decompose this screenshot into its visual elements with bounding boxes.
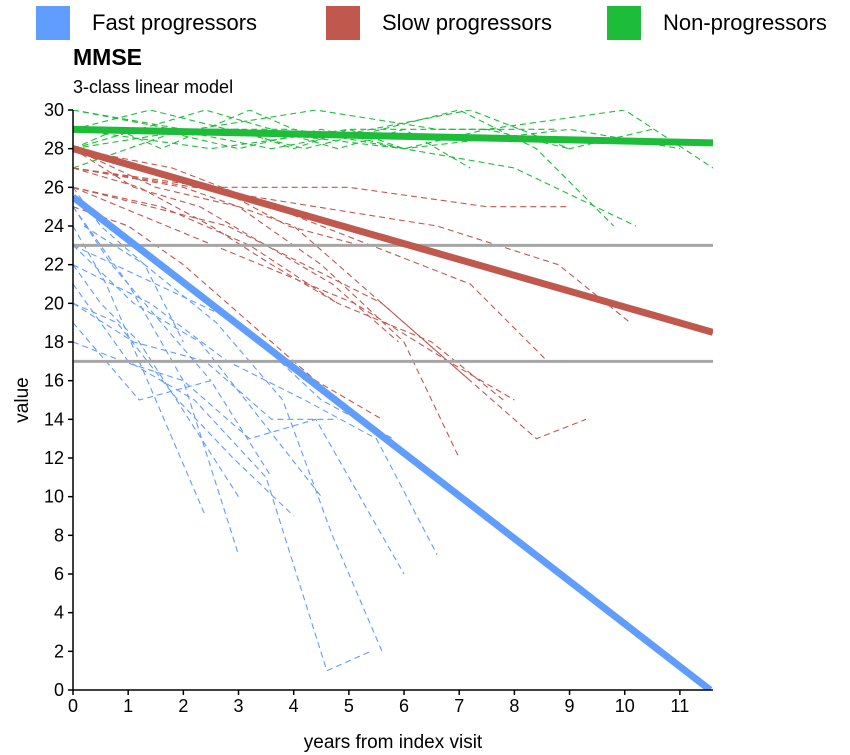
trajectory-line: [73, 110, 713, 169]
trajectory-line: [73, 244, 322, 498]
legend: Fast progressors Slow progressors Non-pr…: [0, 6, 850, 40]
x-tick-label: 10: [615, 696, 635, 716]
chart-subtitle: 3-class linear model: [73, 77, 234, 97]
y-tick-label: 28: [44, 139, 64, 159]
trajectory-line: [73, 341, 405, 575]
trajectories-fast: [73, 186, 438, 672]
x-tick-label: 2: [178, 696, 188, 716]
y-tick-label: 26: [44, 177, 64, 197]
legend-swatch-non: [607, 6, 641, 40]
y-tick-label: 0: [54, 680, 64, 700]
trajectory-line: [73, 283, 372, 672]
y-tick-label: 10: [44, 487, 64, 507]
x-tick-label: 4: [289, 696, 299, 716]
y-tick-label: 20: [44, 293, 64, 313]
trajectory-line: [73, 264, 239, 497]
trajectory-line: [73, 148, 548, 362]
legend-item-slow: Slow progressors: [326, 6, 552, 40]
y-tick-label: 4: [54, 603, 64, 623]
y-tick-label: 6: [54, 564, 64, 584]
legend-swatch-fast: [36, 6, 70, 40]
trajectory-line: [73, 148, 361, 246]
trajectory-line: [83, 225, 383, 652]
legend-item-fast: Fast progressors: [36, 6, 257, 40]
x-tick-label: 7: [454, 696, 464, 716]
y-tick-label: 8: [54, 525, 64, 545]
x-axis-title: years from index visit: [304, 732, 483, 753]
x-tick-label: 3: [234, 696, 244, 716]
x-tick-label: 6: [399, 696, 409, 716]
fitted-line-fast: [73, 194, 713, 690]
trajectory-line: [73, 206, 212, 382]
trajectory-line: [73, 186, 515, 401]
legend-label-non: Non-progressors: [663, 10, 827, 35]
trajectories-non: [73, 110, 713, 227]
trajectory-line: [73, 167, 570, 208]
trajectory-line: [73, 167, 587, 440]
trajectory-line: [73, 264, 438, 555]
legend-swatch-slow: [326, 6, 360, 40]
legend-label-slow: Slow progressors: [382, 10, 552, 35]
trajectory-line: [73, 110, 615, 227]
trajectory-line: [73, 206, 383, 420]
trajectory-line: [73, 186, 504, 401]
x-tick-label: 5: [344, 696, 354, 716]
trajectory-line: [73, 167, 631, 324]
trajectory-line: [73, 206, 240, 555]
trajectory-line: [73, 110, 559, 150]
legend-label-fast: Fast progressors: [92, 10, 258, 35]
trajectory-line: [73, 167, 339, 304]
y-tick-label: 24: [44, 216, 64, 236]
x-tick-label: 1: [123, 696, 133, 716]
y-tick-label: 22: [44, 255, 64, 275]
trajectory-line: [73, 110, 637, 227]
trajectory-line: [73, 322, 273, 478]
x-tick-label: 11: [671, 696, 690, 716]
x-tick-label: 9: [565, 696, 575, 716]
y-tick-label: 2: [54, 641, 64, 661]
chart-title: MMSE: [73, 44, 142, 70]
plot-area: [73, 110, 713, 690]
y-axis-title: value: [12, 377, 33, 422]
fitted-line-slow: [73, 145, 713, 336]
y-tick-label: 12: [44, 448, 64, 468]
legend-item-non: Non-progressors: [607, 6, 827, 40]
y-tick-label: 14: [44, 409, 64, 429]
y-tick-label: 30: [44, 100, 64, 120]
x-tick-label: 0: [68, 696, 78, 716]
trajectory-line: [73, 225, 206, 517]
trajectory-line: [73, 302, 295, 517]
fitted-line-non: [73, 125, 713, 147]
y-tick-label: 16: [44, 371, 64, 391]
y-tick-label: 18: [44, 332, 64, 352]
x-tick-label: 8: [509, 696, 519, 716]
